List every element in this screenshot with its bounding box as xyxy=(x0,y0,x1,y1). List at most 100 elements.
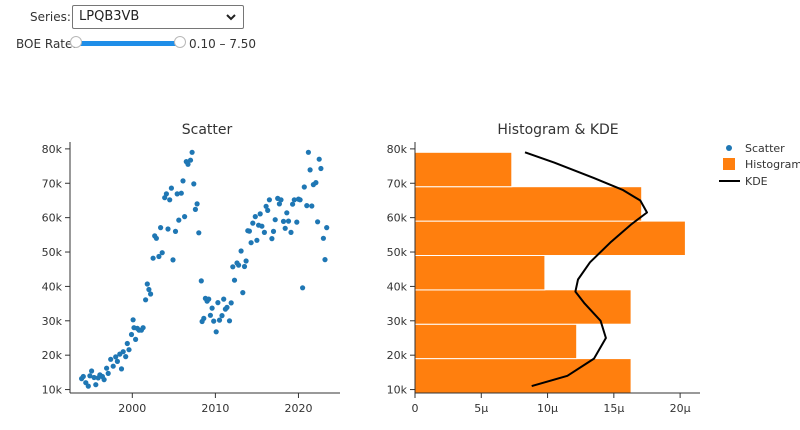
histogram-title: Histogram & KDE xyxy=(497,122,618,138)
histogram-bar xyxy=(414,289,632,325)
scatter-point xyxy=(167,197,173,203)
scatter-point xyxy=(130,317,136,323)
scatter-point xyxy=(168,185,174,191)
scatter-point xyxy=(297,197,303,203)
scatter-point xyxy=(140,325,146,331)
scatter-point xyxy=(315,219,321,225)
legend-scatter-label: Scatter xyxy=(745,142,785,155)
series-select[interactable]: LPQB3VB xyxy=(72,5,244,29)
histogram-bar xyxy=(414,186,643,222)
scatter-point xyxy=(114,358,120,364)
scatter-point xyxy=(93,382,99,388)
scatter-panel: Scatter 10k 20k 30k 40k 50k 60k 70k 80k 2000 2010… xyxy=(42,122,340,415)
scatter-point xyxy=(196,230,202,236)
scatter-point xyxy=(313,180,319,186)
scatter-point xyxy=(257,211,263,217)
scatter-point xyxy=(148,291,154,297)
scatter-point xyxy=(128,331,135,338)
controls-bar: Series: LPQB3VB BOE Rate: 0.10 – 7.50 xyxy=(0,0,800,60)
scatter-point xyxy=(272,217,278,223)
scatter-point xyxy=(236,262,242,268)
scatter-point xyxy=(144,281,150,287)
scatter-point xyxy=(159,250,165,256)
scatter-point xyxy=(304,203,310,209)
scatter-point xyxy=(221,296,227,302)
scatter-point xyxy=(259,223,265,229)
boe-rate-min-handle[interactable] xyxy=(70,36,82,48)
scatter-point xyxy=(108,356,114,362)
scatter-point xyxy=(238,248,244,254)
scatter-point xyxy=(290,201,296,207)
histogram-y-tick-label: 80k xyxy=(387,143,408,156)
scatter-point xyxy=(252,214,258,220)
scatter-y-tick-label: 50k xyxy=(42,246,63,259)
scatter-point xyxy=(240,290,246,296)
scatter-point xyxy=(182,214,188,220)
scatter-point xyxy=(211,318,217,324)
scatter-point xyxy=(207,312,213,318)
scatter-title: Scatter xyxy=(182,122,233,138)
scatter-point xyxy=(270,228,277,234)
boe-rate-max-handle[interactable] xyxy=(174,36,186,48)
histogram-bar xyxy=(414,255,546,291)
legend-kde-label: KDE xyxy=(745,175,768,188)
scatter-point xyxy=(198,278,204,284)
histogram-y-tick-label: 10k xyxy=(387,384,408,397)
legend-histogram-swatch xyxy=(723,158,735,170)
scatter-point xyxy=(309,203,315,209)
scatter-point xyxy=(213,329,219,335)
scatter-point xyxy=(89,368,95,374)
scatter-point xyxy=(285,218,292,224)
scatter-point xyxy=(150,255,156,261)
scatter-point xyxy=(105,370,111,376)
scatter-point xyxy=(153,235,159,241)
scatter-point xyxy=(241,263,248,270)
scatter-point xyxy=(276,201,282,207)
scatter-point xyxy=(170,257,176,263)
scatter-point xyxy=(318,165,324,172)
scatter-point xyxy=(294,219,300,225)
histogram-panel: Histogram & KDE 10k 20k 30k 40k 50k 60k 70k 80k… xyxy=(387,122,700,415)
scatter-point xyxy=(85,383,91,389)
scatter-point xyxy=(156,253,162,260)
scatter-point xyxy=(187,157,194,163)
scatter-point xyxy=(113,354,119,360)
scatter-point xyxy=(185,161,191,167)
scatter-point xyxy=(110,363,116,369)
legend-scatter-marker xyxy=(726,145,732,151)
histogram-y-tick-label: 20k xyxy=(387,349,408,362)
legend-histogram-label: Histogram xyxy=(745,158,800,171)
scatter-x-tick-label: 2000 xyxy=(118,402,146,415)
histogram-y-tick-label: 60k xyxy=(387,212,408,225)
scatter-point xyxy=(324,225,330,231)
scatter-point xyxy=(231,277,238,283)
scatter-point xyxy=(87,373,93,379)
scatter-point xyxy=(146,286,152,293)
scatter-point xyxy=(243,258,249,264)
series-select-value: LPQB3VB xyxy=(79,9,140,24)
scatter-point xyxy=(305,149,311,155)
histogram-bar xyxy=(414,151,513,188)
histogram-x-tick-label: 0 xyxy=(412,402,419,415)
histogram-bar xyxy=(414,220,686,257)
scatter-point xyxy=(230,264,236,270)
scatter-point xyxy=(124,340,130,347)
boe-rate-label: BOE Rate: xyxy=(16,37,77,51)
scatter-x-tick-label: 2010 xyxy=(201,402,229,415)
scatter-point xyxy=(280,218,287,224)
boe-rate-slider-track[interactable] xyxy=(76,41,180,46)
scatter-point xyxy=(224,304,230,310)
scatter-y-tick-label: 40k xyxy=(42,280,63,293)
scatter-point xyxy=(291,197,297,203)
histogram-y-tick-label: 30k xyxy=(387,315,408,328)
histogram-x-tick-label: 10μ xyxy=(537,402,558,415)
scatter-point xyxy=(174,191,180,197)
scatter-point xyxy=(120,349,126,355)
scatter-point xyxy=(191,181,197,187)
histogram-bar xyxy=(414,358,632,394)
scatter-point xyxy=(91,374,97,381)
scatter-y-tick-label: 70k xyxy=(42,177,63,190)
scatter-point xyxy=(261,229,267,235)
histogram-y-tick-label: 70k xyxy=(387,177,408,190)
scatter-point xyxy=(265,207,271,213)
